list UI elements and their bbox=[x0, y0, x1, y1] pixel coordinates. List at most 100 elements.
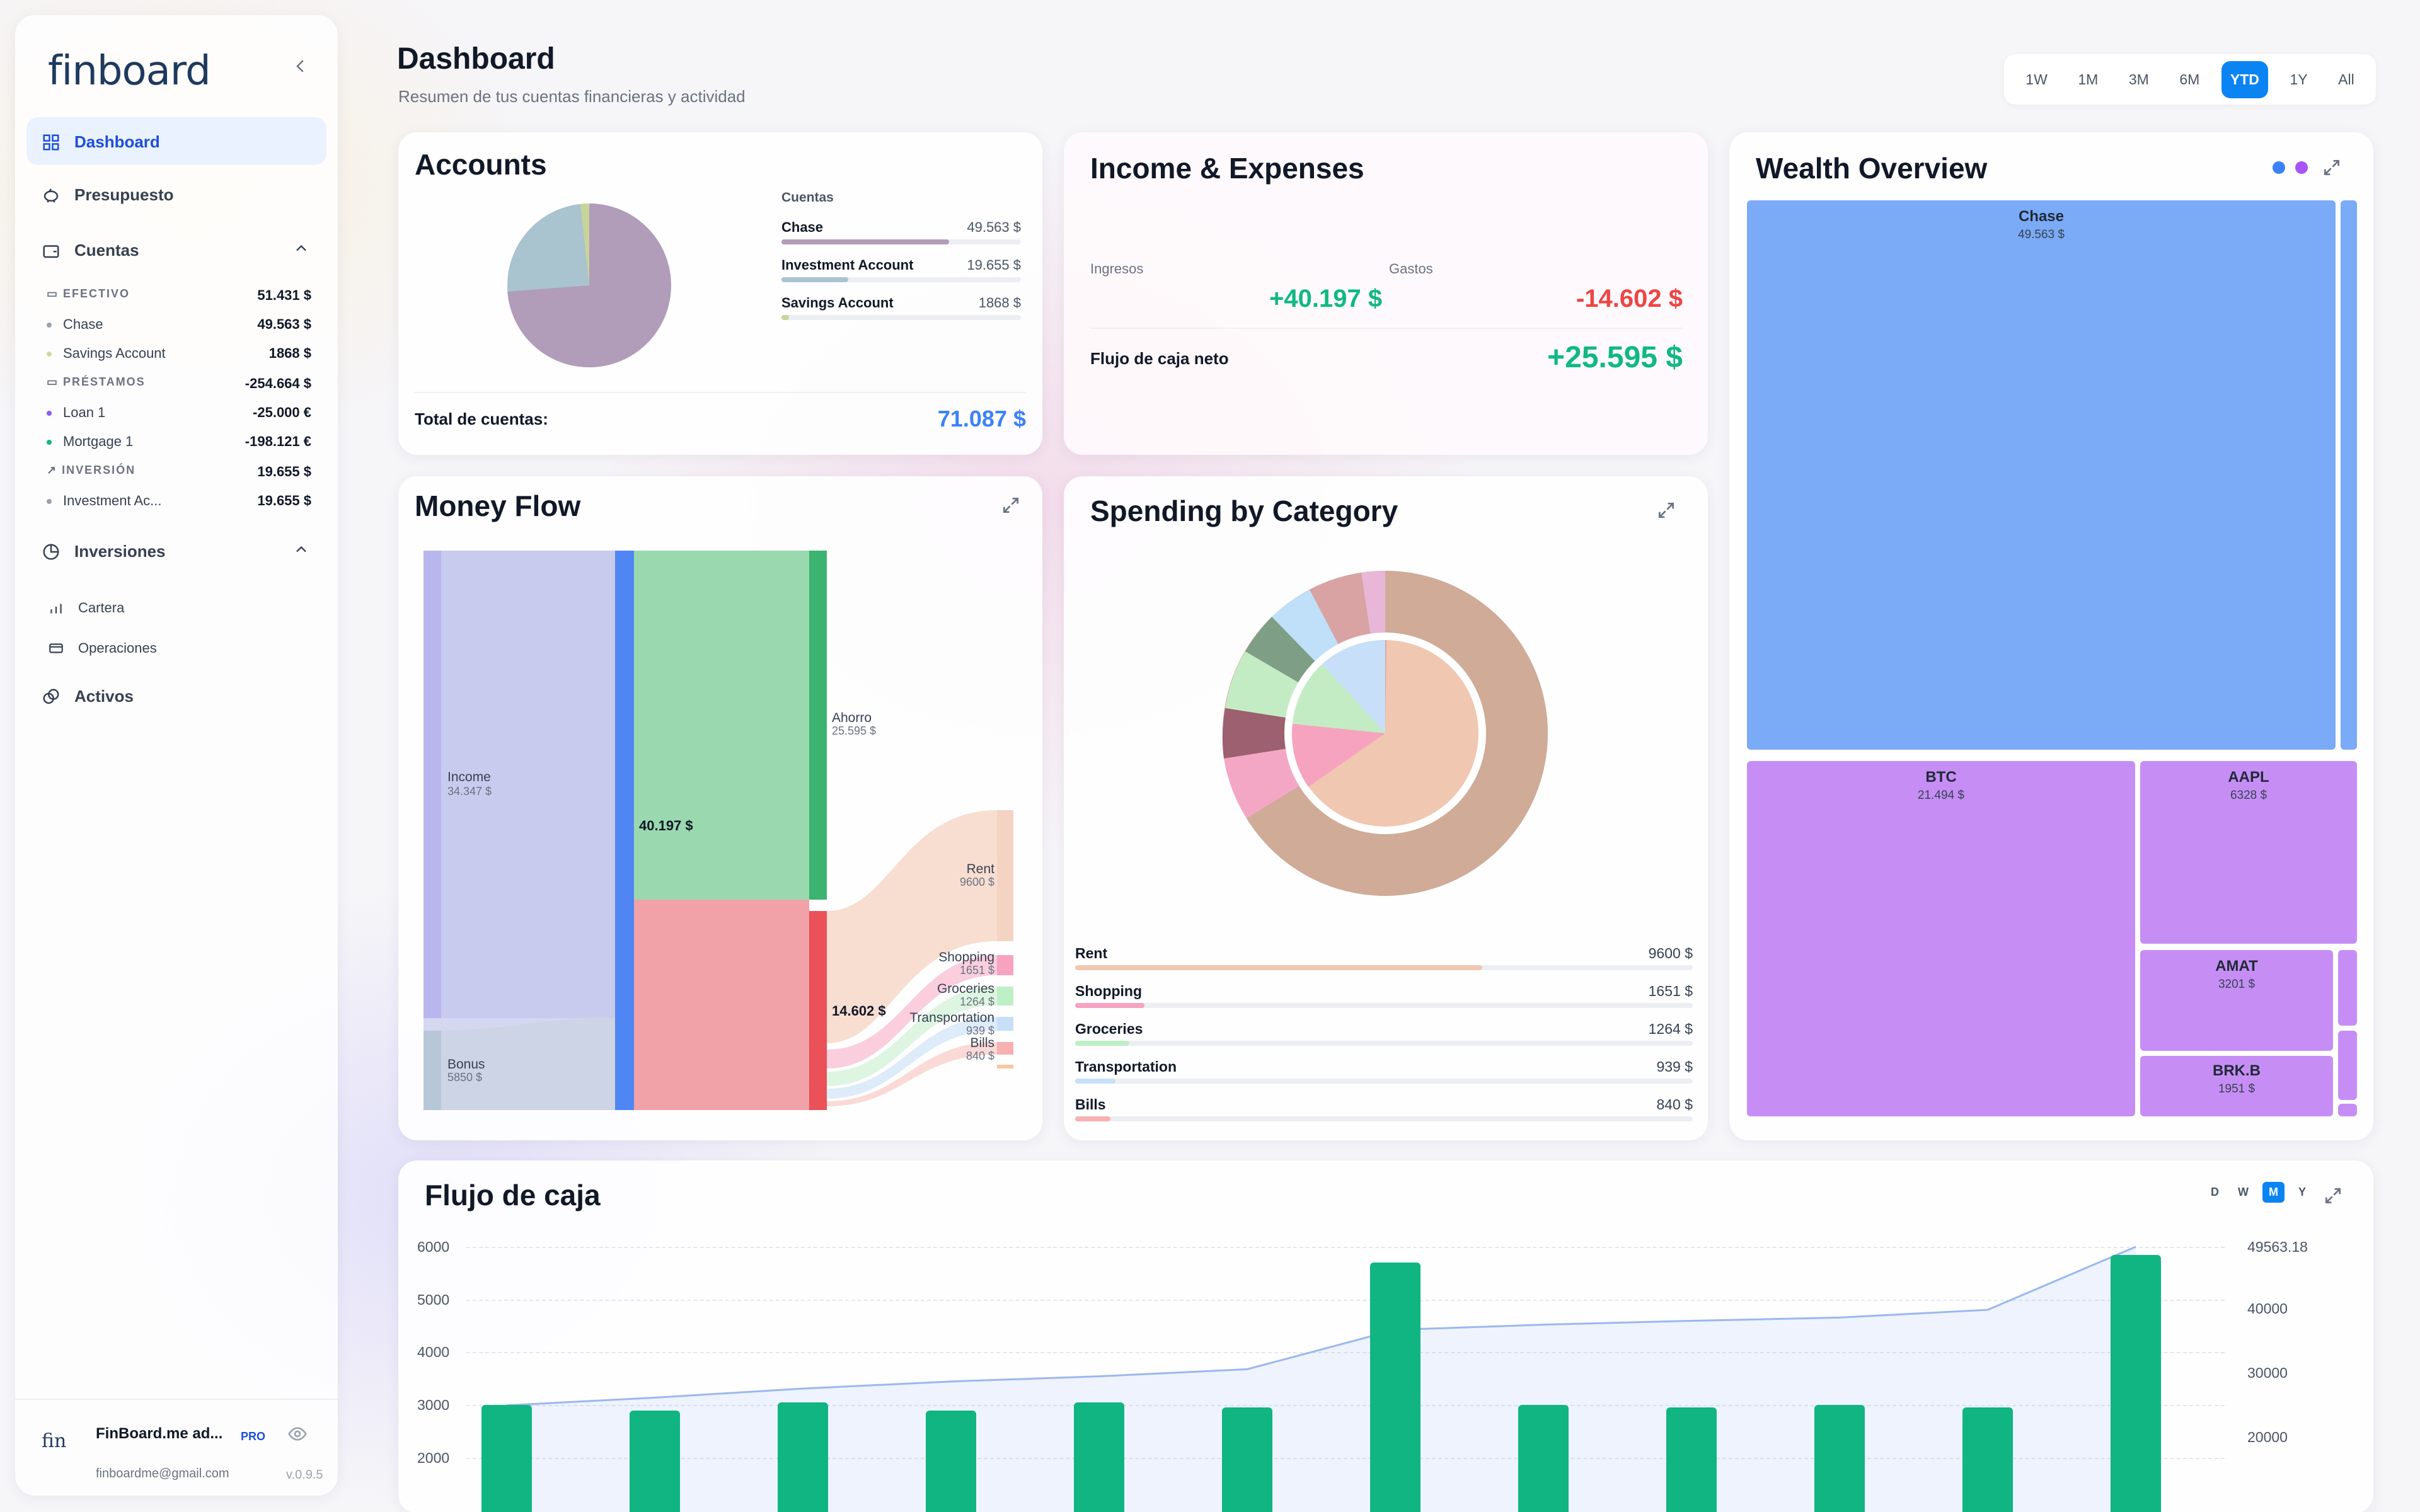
nav-budget[interactable]: Presupuesto bbox=[42, 185, 174, 205]
sankey-label: Bonus bbox=[447, 1057, 485, 1072]
range-3m[interactable]: 3M bbox=[2128, 71, 2149, 88]
legend-dot[interactable] bbox=[2295, 161, 2308, 174]
cashflow-bar[interactable] bbox=[1370, 1263, 1420, 1512]
treemap-cell-chase[interactable]: Chase 49.563 $ bbox=[1747, 200, 2336, 750]
group-loans: ▭ PRÉSTAMOS -254.664 $ bbox=[47, 375, 311, 391]
treemap-cell-btc[interactable]: BTC 21.494 $ bbox=[1747, 761, 2135, 1116]
sankey-label: Bills bbox=[970, 1036, 994, 1050]
avatar[interactable]: fin bbox=[42, 1430, 67, 1452]
range-1y[interactable]: 1Y bbox=[2290, 71, 2308, 88]
gridline bbox=[466, 1247, 2225, 1248]
expand-icon[interactable] bbox=[2322, 158, 2342, 181]
treemap-cell-aapl[interactable]: AAPL 6328 $ bbox=[2140, 761, 2357, 944]
cashflow-bar[interactable] bbox=[2111, 1254, 2161, 1512]
user-email: finboardme@gmail.com bbox=[96, 1467, 229, 1480]
nav-dashboard[interactable]: Dashboard bbox=[42, 132, 160, 152]
gran-w[interactable]: W bbox=[2238, 1186, 2249, 1198]
eye-icon[interactable] bbox=[287, 1424, 308, 1447]
account-legend-row: Chase 49.563 $ bbox=[781, 219, 1021, 247]
account-legend-row: Savings Account 1868 $ bbox=[781, 295, 1021, 323]
treemap-cell[interactable] bbox=[2341, 200, 2357, 750]
pie-chart-icon bbox=[43, 544, 59, 559]
cashflow-bar[interactable] bbox=[1074, 1402, 1124, 1512]
cashflow-bar[interactable] bbox=[630, 1410, 680, 1512]
gran-y[interactable]: Y bbox=[2298, 1186, 2307, 1198]
cashflow-bar[interactable] bbox=[1222, 1407, 1272, 1512]
accounts-legend-title: Cuentas bbox=[781, 190, 834, 205]
category-bar bbox=[1075, 1079, 1115, 1084]
money-flow-title: Money Flow bbox=[415, 490, 581, 522]
credit-card-icon bbox=[49, 643, 63, 653]
account-bar bbox=[781, 315, 789, 320]
category-row: Transportation 939 $ bbox=[1075, 1058, 1693, 1090]
treemap-cell[interactable] bbox=[2338, 1104, 2357, 1116]
expand-icon[interactable] bbox=[1656, 500, 1676, 524]
cashflow-bar[interactable] bbox=[1962, 1407, 2013, 1512]
account-bar bbox=[781, 239, 949, 244]
treemap-cell[interactable] bbox=[2338, 1031, 2357, 1100]
bar-chart-icon bbox=[50, 604, 62, 614]
nav-investments[interactable]: Inversiones bbox=[42, 542, 166, 561]
y-tick: 3000 bbox=[417, 1397, 450, 1413]
cashflow-bar[interactable] bbox=[481, 1405, 532, 1512]
expand-icon[interactable] bbox=[1001, 495, 1021, 518]
account-item[interactable]: Chase 49.563 $ bbox=[47, 316, 311, 333]
account-item[interactable]: Investment Ac... 19.655 $ bbox=[47, 493, 311, 509]
divider bbox=[415, 392, 1026, 393]
cashflow-bar[interactable] bbox=[1518, 1405, 1569, 1512]
user-name: FinBoard.me ad... bbox=[96, 1425, 223, 1442]
account-item[interactable]: Savings Account 1868 $ bbox=[47, 345, 311, 362]
cashflow-bar[interactable] bbox=[1814, 1405, 1865, 1512]
category-bar bbox=[1075, 1116, 1110, 1121]
sankey-value: 1264 $ bbox=[959, 995, 994, 1008]
wallet-icon bbox=[43, 244, 59, 258]
account-legend-row: Investment Account 19.655 $ bbox=[781, 257, 1021, 285]
spending-donut bbox=[1222, 571, 1548, 896]
account-item[interactable]: Loan 1 -25.000 € bbox=[47, 404, 311, 421]
nav-portfolio[interactable]: Cartera bbox=[48, 600, 124, 616]
gridline bbox=[466, 1405, 2225, 1406]
collapse-sidebar-icon[interactable] bbox=[291, 57, 310, 79]
pro-badge: PRO bbox=[241, 1430, 266, 1443]
cashflow-bar[interactable] bbox=[1666, 1407, 1717, 1512]
balance-line bbox=[506, 1246, 2136, 1407]
gridline bbox=[466, 1352, 2225, 1353]
range-1m[interactable]: 1M bbox=[2078, 71, 2099, 88]
piggy-bank-icon bbox=[43, 188, 59, 202]
nav-active-bg bbox=[26, 117, 326, 165]
sankey-label: Ahorro bbox=[832, 711, 872, 725]
chevron-up-icon[interactable] bbox=[292, 541, 310, 561]
range-all[interactable]: All bbox=[2338, 71, 2354, 88]
range-1w[interactable]: 1W bbox=[2025, 71, 2048, 88]
sankey-label: Income bbox=[447, 770, 491, 784]
treemap-cell-brkb[interactable]: BRK.B 1951 $ bbox=[2140, 1056, 2333, 1116]
gran-m[interactable]: M bbox=[2262, 1182, 2285, 1203]
y-tick: 6000 bbox=[417, 1239, 450, 1255]
app-version: v.0.9.5 bbox=[286, 1468, 323, 1482]
category-row: Shopping 1651 $ bbox=[1075, 983, 1693, 1014]
expand-icon[interactable] bbox=[2323, 1186, 2343, 1209]
treemap-cell[interactable] bbox=[2338, 950, 2357, 1026]
treemap-cell-amat[interactable]: AMAT 3201 $ bbox=[2140, 950, 2333, 1051]
cashflow-bar[interactable] bbox=[926, 1410, 976, 1512]
gran-d[interactable]: D bbox=[2211, 1186, 2219, 1198]
range-6m[interactable]: 6M bbox=[2179, 71, 2200, 88]
coins-icon bbox=[43, 689, 59, 704]
account-item[interactable]: Mortgage 1 -198.121 € bbox=[47, 433, 311, 450]
chevron-up-icon[interactable] bbox=[292, 239, 310, 260]
cashflow-bar[interactable] bbox=[778, 1402, 828, 1512]
range-ytd[interactable]: YTD bbox=[2221, 60, 2268, 98]
category-row: Rent 9600 $ bbox=[1075, 945, 1693, 976]
sidebar: finboard Dashboard Presupuesto Cuentas ▭… bbox=[15, 15, 338, 1496]
time-range-selector: 1W 1M 3M 6M YTD 1Y All bbox=[2004, 54, 2376, 105]
accounts-pie bbox=[507, 203, 671, 367]
gridline bbox=[466, 1300, 2225, 1301]
nav-accounts[interactable]: Cuentas bbox=[42, 241, 139, 260]
accounts-card bbox=[398, 132, 1042, 455]
sankey-value: 9600 $ bbox=[959, 876, 994, 888]
net-cashflow-label: Flujo de caja neto bbox=[1090, 349, 1229, 368]
nav-assets[interactable]: Activos bbox=[42, 687, 134, 706]
legend-dot[interactable] bbox=[2273, 161, 2285, 174]
nav-operations[interactable]: Operaciones bbox=[48, 640, 157, 656]
